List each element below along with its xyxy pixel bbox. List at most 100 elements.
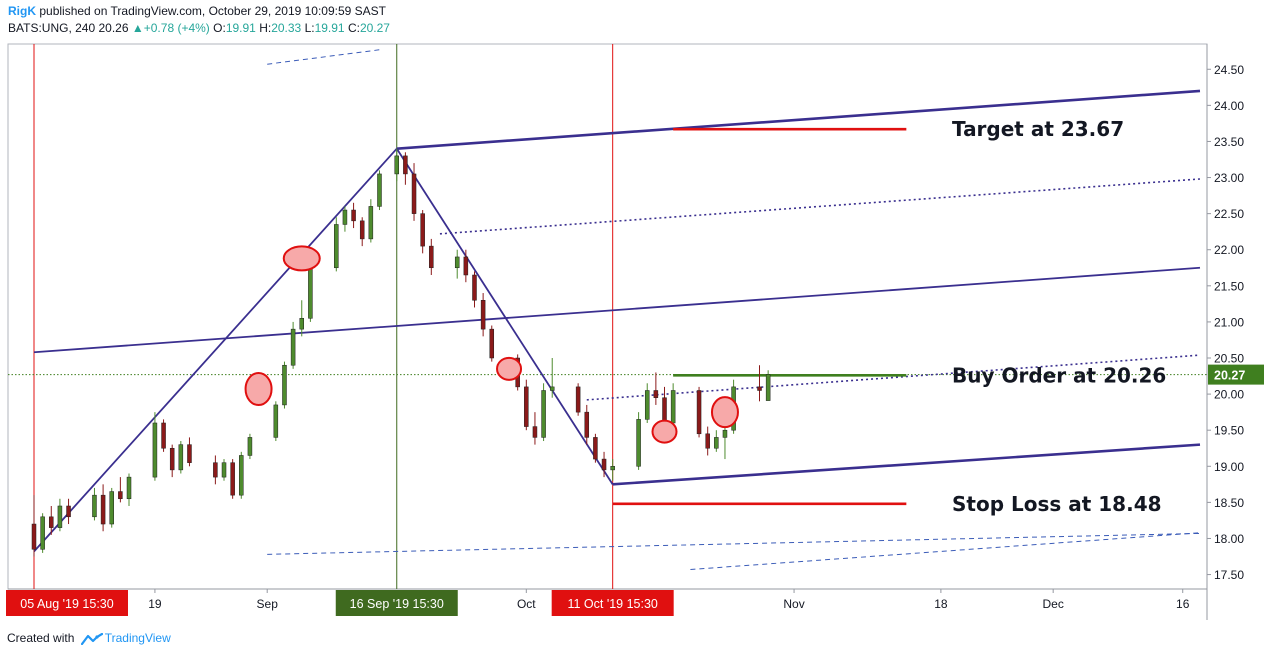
- channel-lower-line[interactable]: [612, 443, 1201, 486]
- dashed-top-line[interactable]: [267, 49, 380, 65]
- candle-body: [593, 437, 598, 460]
- candle: [714, 430, 719, 452]
- candle: [161, 419, 166, 452]
- candle: [472, 271, 477, 308]
- candle-body: [411, 173, 417, 214]
- pattern-line-1[interactable]: [395, 148, 614, 485]
- candle-body: [247, 437, 253, 456]
- candle-body: [178, 444, 184, 471]
- highlight-ellipse-3[interactable]: [651, 419, 678, 444]
- x-tick-label: Nov: [783, 597, 804, 611]
- candle-body: [394, 155, 400, 175]
- x-tick-label: Sep: [257, 597, 279, 611]
- candle-body: [299, 318, 304, 330]
- candle-body: [239, 455, 244, 496]
- candle-body: [351, 209, 356, 222]
- candle-body: [584, 411, 590, 438]
- channel-median-line[interactable]: [33, 266, 1201, 354]
- candle-body: [92, 494, 97, 518]
- last-price: 20.26: [98, 21, 129, 35]
- candle-body: [714, 437, 719, 449]
- candle-body: [670, 390, 676, 424]
- candle: [541, 383, 546, 442]
- tradingview-logo-icon: [80, 632, 103, 645]
- highlight-ellipse-4[interactable]: [710, 396, 739, 429]
- candle-body: [454, 256, 460, 269]
- candle: [100, 484, 106, 532]
- y-tick-label: 22.00: [1214, 243, 1244, 257]
- candle: [126, 473, 132, 506]
- candle: [593, 433, 598, 463]
- candle-body: [221, 462, 227, 478]
- candle-body: [66, 505, 71, 518]
- pattern-line-0[interactable]: [33, 148, 398, 553]
- highlight-ellipse-2[interactable]: [496, 356, 523, 381]
- high-label: H:: [259, 21, 272, 35]
- y-tick-label: 17.50: [1214, 568, 1244, 582]
- candle-body: [308, 267, 313, 319]
- change-value: +0.78 (+4%): [143, 21, 210, 35]
- tradingview-brand[interactable]: TradingView: [104, 631, 171, 645]
- candle: [403, 152, 408, 185]
- candle-body: [532, 426, 538, 438]
- candle-body: [429, 245, 434, 269]
- y-tick-label: 23.00: [1214, 171, 1244, 185]
- candle-body: [109, 491, 114, 525]
- candle: [230, 459, 235, 499]
- dashed-channel-line-1[interactable]: [690, 532, 1201, 571]
- author-name[interactable]: RigK: [8, 4, 36, 18]
- annotation-stop-loss[interactable]: Stop Loss at 18.48: [952, 492, 1162, 516]
- candle: [377, 170, 382, 211]
- candle-body: [575, 386, 581, 413]
- y-tick-label: 22.50: [1214, 207, 1244, 221]
- candle: [368, 199, 374, 243]
- candle-body: [549, 386, 555, 391]
- candle: [40, 513, 45, 553]
- candle: [247, 433, 253, 460]
- candle: [359, 217, 365, 247]
- candle: [670, 383, 676, 427]
- y-tick-label: 20.00: [1214, 388, 1244, 402]
- change-arrow-icon: ▲: [131, 21, 144, 35]
- current-price-tag: [1208, 364, 1264, 385]
- candle-body: [187, 444, 192, 463]
- candle-body: [169, 447, 175, 471]
- dotted-channel-line-0[interactable]: [439, 178, 1201, 235]
- channel-upper-line[interactable]: [396, 89, 1201, 150]
- candle-body: [696, 390, 702, 435]
- candle-body: [757, 386, 762, 391]
- candle: [454, 249, 460, 279]
- x-tick-label: Oct: [517, 597, 536, 611]
- created-with-text: Created with: [7, 631, 75, 645]
- candle-body: [644, 390, 650, 420]
- annotation-buy-order[interactable]: Buy Order at 20.26: [952, 363, 1166, 387]
- close-label: C:: [347, 21, 360, 35]
- candle-body: [403, 155, 408, 175]
- annotation-target[interactable]: Target at 23.67: [952, 117, 1124, 141]
- candle: [480, 293, 486, 337]
- candle-body: [57, 505, 63, 528]
- dashed-channel-line-0[interactable]: [267, 532, 1201, 555]
- candle: [342, 206, 348, 232]
- candle-body: [230, 462, 235, 496]
- highlight-ellipse-1[interactable]: [244, 372, 273, 407]
- candle: [757, 365, 762, 402]
- publish-info: RigK published on TradingView.com, Octob…: [8, 4, 386, 18]
- footer: Created with TradingView: [7, 631, 171, 645]
- candle: [49, 505, 54, 535]
- highlight-ellipse-0[interactable]: [282, 245, 321, 272]
- y-tick-label: 18.00: [1214, 532, 1244, 546]
- candle: [273, 401, 279, 442]
- y-tick-label: 21.50: [1214, 279, 1244, 293]
- candle-body: [377, 173, 382, 207]
- candle: [351, 202, 356, 229]
- candle: [524, 379, 529, 431]
- x-tick-label: Dec: [1042, 597, 1063, 611]
- candle: [463, 249, 469, 283]
- y-tick-label: 24.00: [1214, 99, 1244, 113]
- close-value: 20.27: [359, 21, 390, 35]
- candle: [109, 487, 114, 528]
- time-marker-tag-1: [335, 590, 458, 616]
- time-marker-tag-0: [6, 590, 128, 616]
